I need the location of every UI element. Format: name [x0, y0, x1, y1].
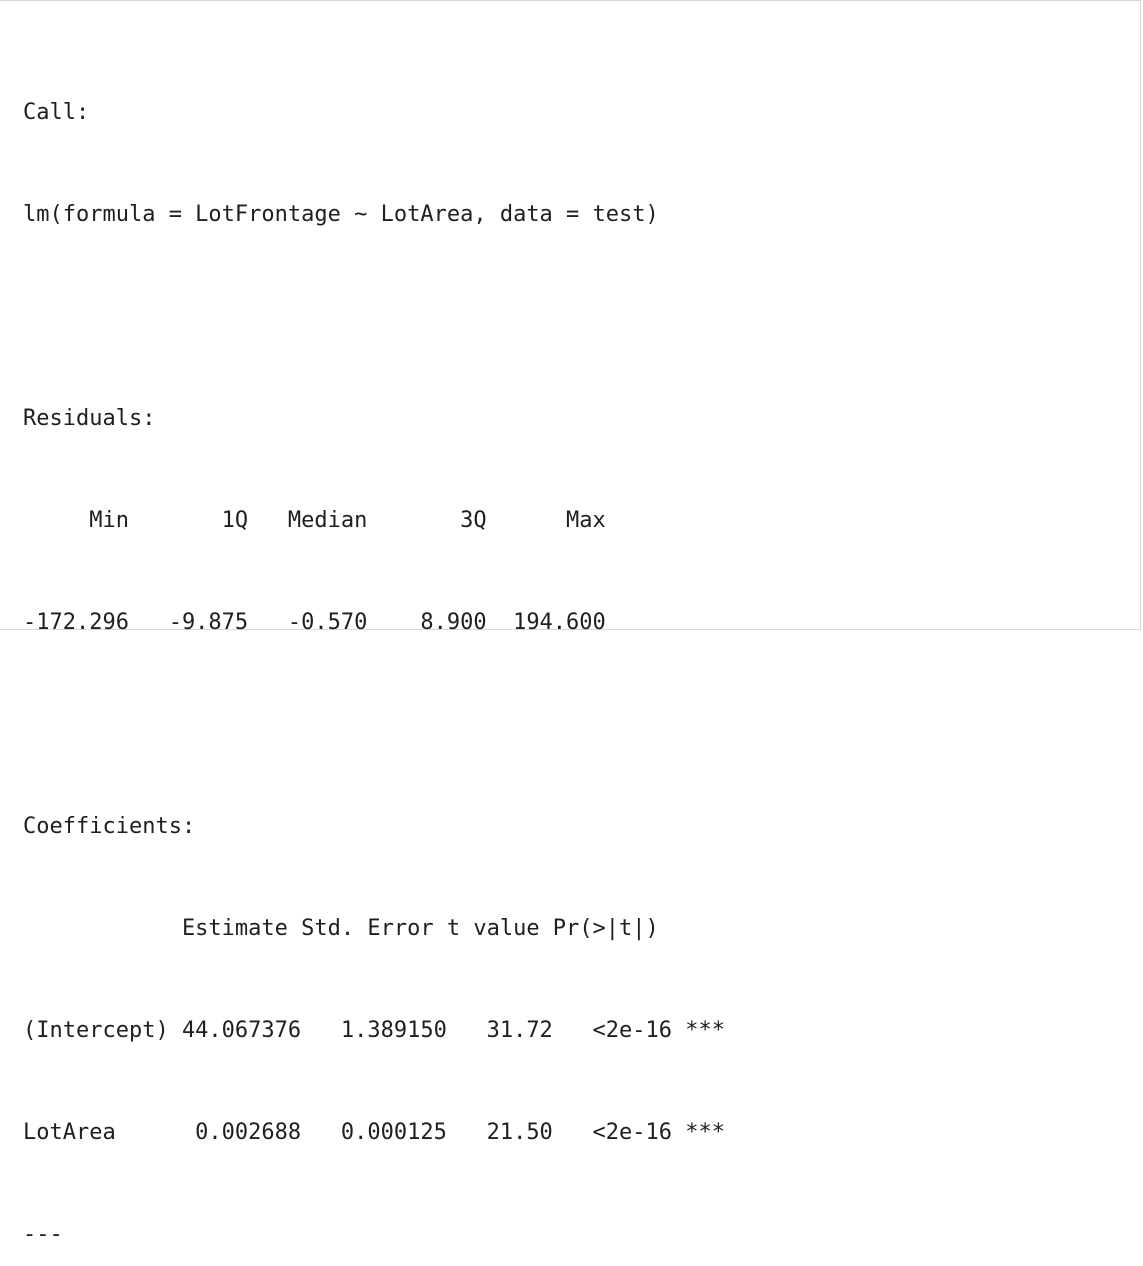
coefficient-row-intercept: (Intercept) 44.067376 1.389150 31.72 <2e… [23, 1014, 844, 1048]
coefficients-heading: Coefficients: [23, 810, 844, 844]
residuals-values-row: -172.296 -9.875 -0.570 8.900 194.600 [23, 606, 844, 640]
blank-line [23, 708, 844, 742]
console-panel: Call: lm(formula = LotFrontage ~ LotArea… [0, 0, 1141, 630]
regression-summary-output: Call: lm(formula = LotFrontage ~ LotArea… [23, 28, 844, 1266]
coefficients-header-row: Estimate Std. Error t value Pr(>|t|) [23, 912, 844, 946]
call-heading: Call: [23, 96, 844, 130]
call-formula: lm(formula = LotFrontage ~ LotArea, data… [23, 198, 844, 232]
blank-line [23, 300, 844, 334]
residuals-heading: Residuals: [23, 402, 844, 436]
separator-line: --- [23, 1218, 844, 1252]
coefficient-row-lotarea: LotArea 0.002688 0.000125 21.50 <2e-16 *… [23, 1116, 844, 1150]
residuals-header-row: Min 1Q Median 3Q Max [23, 504, 844, 538]
